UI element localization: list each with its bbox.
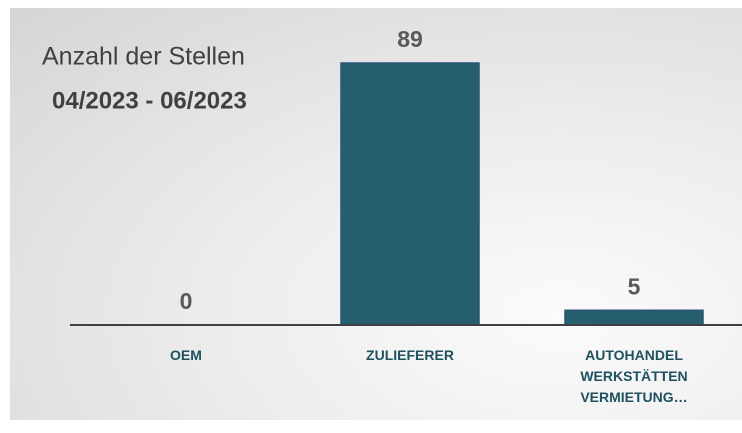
- data-label: 89: [397, 26, 423, 52]
- x-tick-label: OEM: [170, 347, 202, 363]
- bar: [564, 309, 704, 326]
- x-tick-label: ZULIEFERER: [366, 347, 454, 363]
- x-tick-label: AUTOHANDEL WERKSTÄTTEN VERMIETUNG…: [580, 347, 688, 405]
- bar: [340, 62, 480, 326]
- data-label: 0: [180, 288, 193, 314]
- data-label: 5: [628, 273, 641, 299]
- chart-subtitle: 04/2023 - 06/2023: [52, 87, 247, 114]
- chart-title: Anzahl der Stellen: [42, 43, 245, 71]
